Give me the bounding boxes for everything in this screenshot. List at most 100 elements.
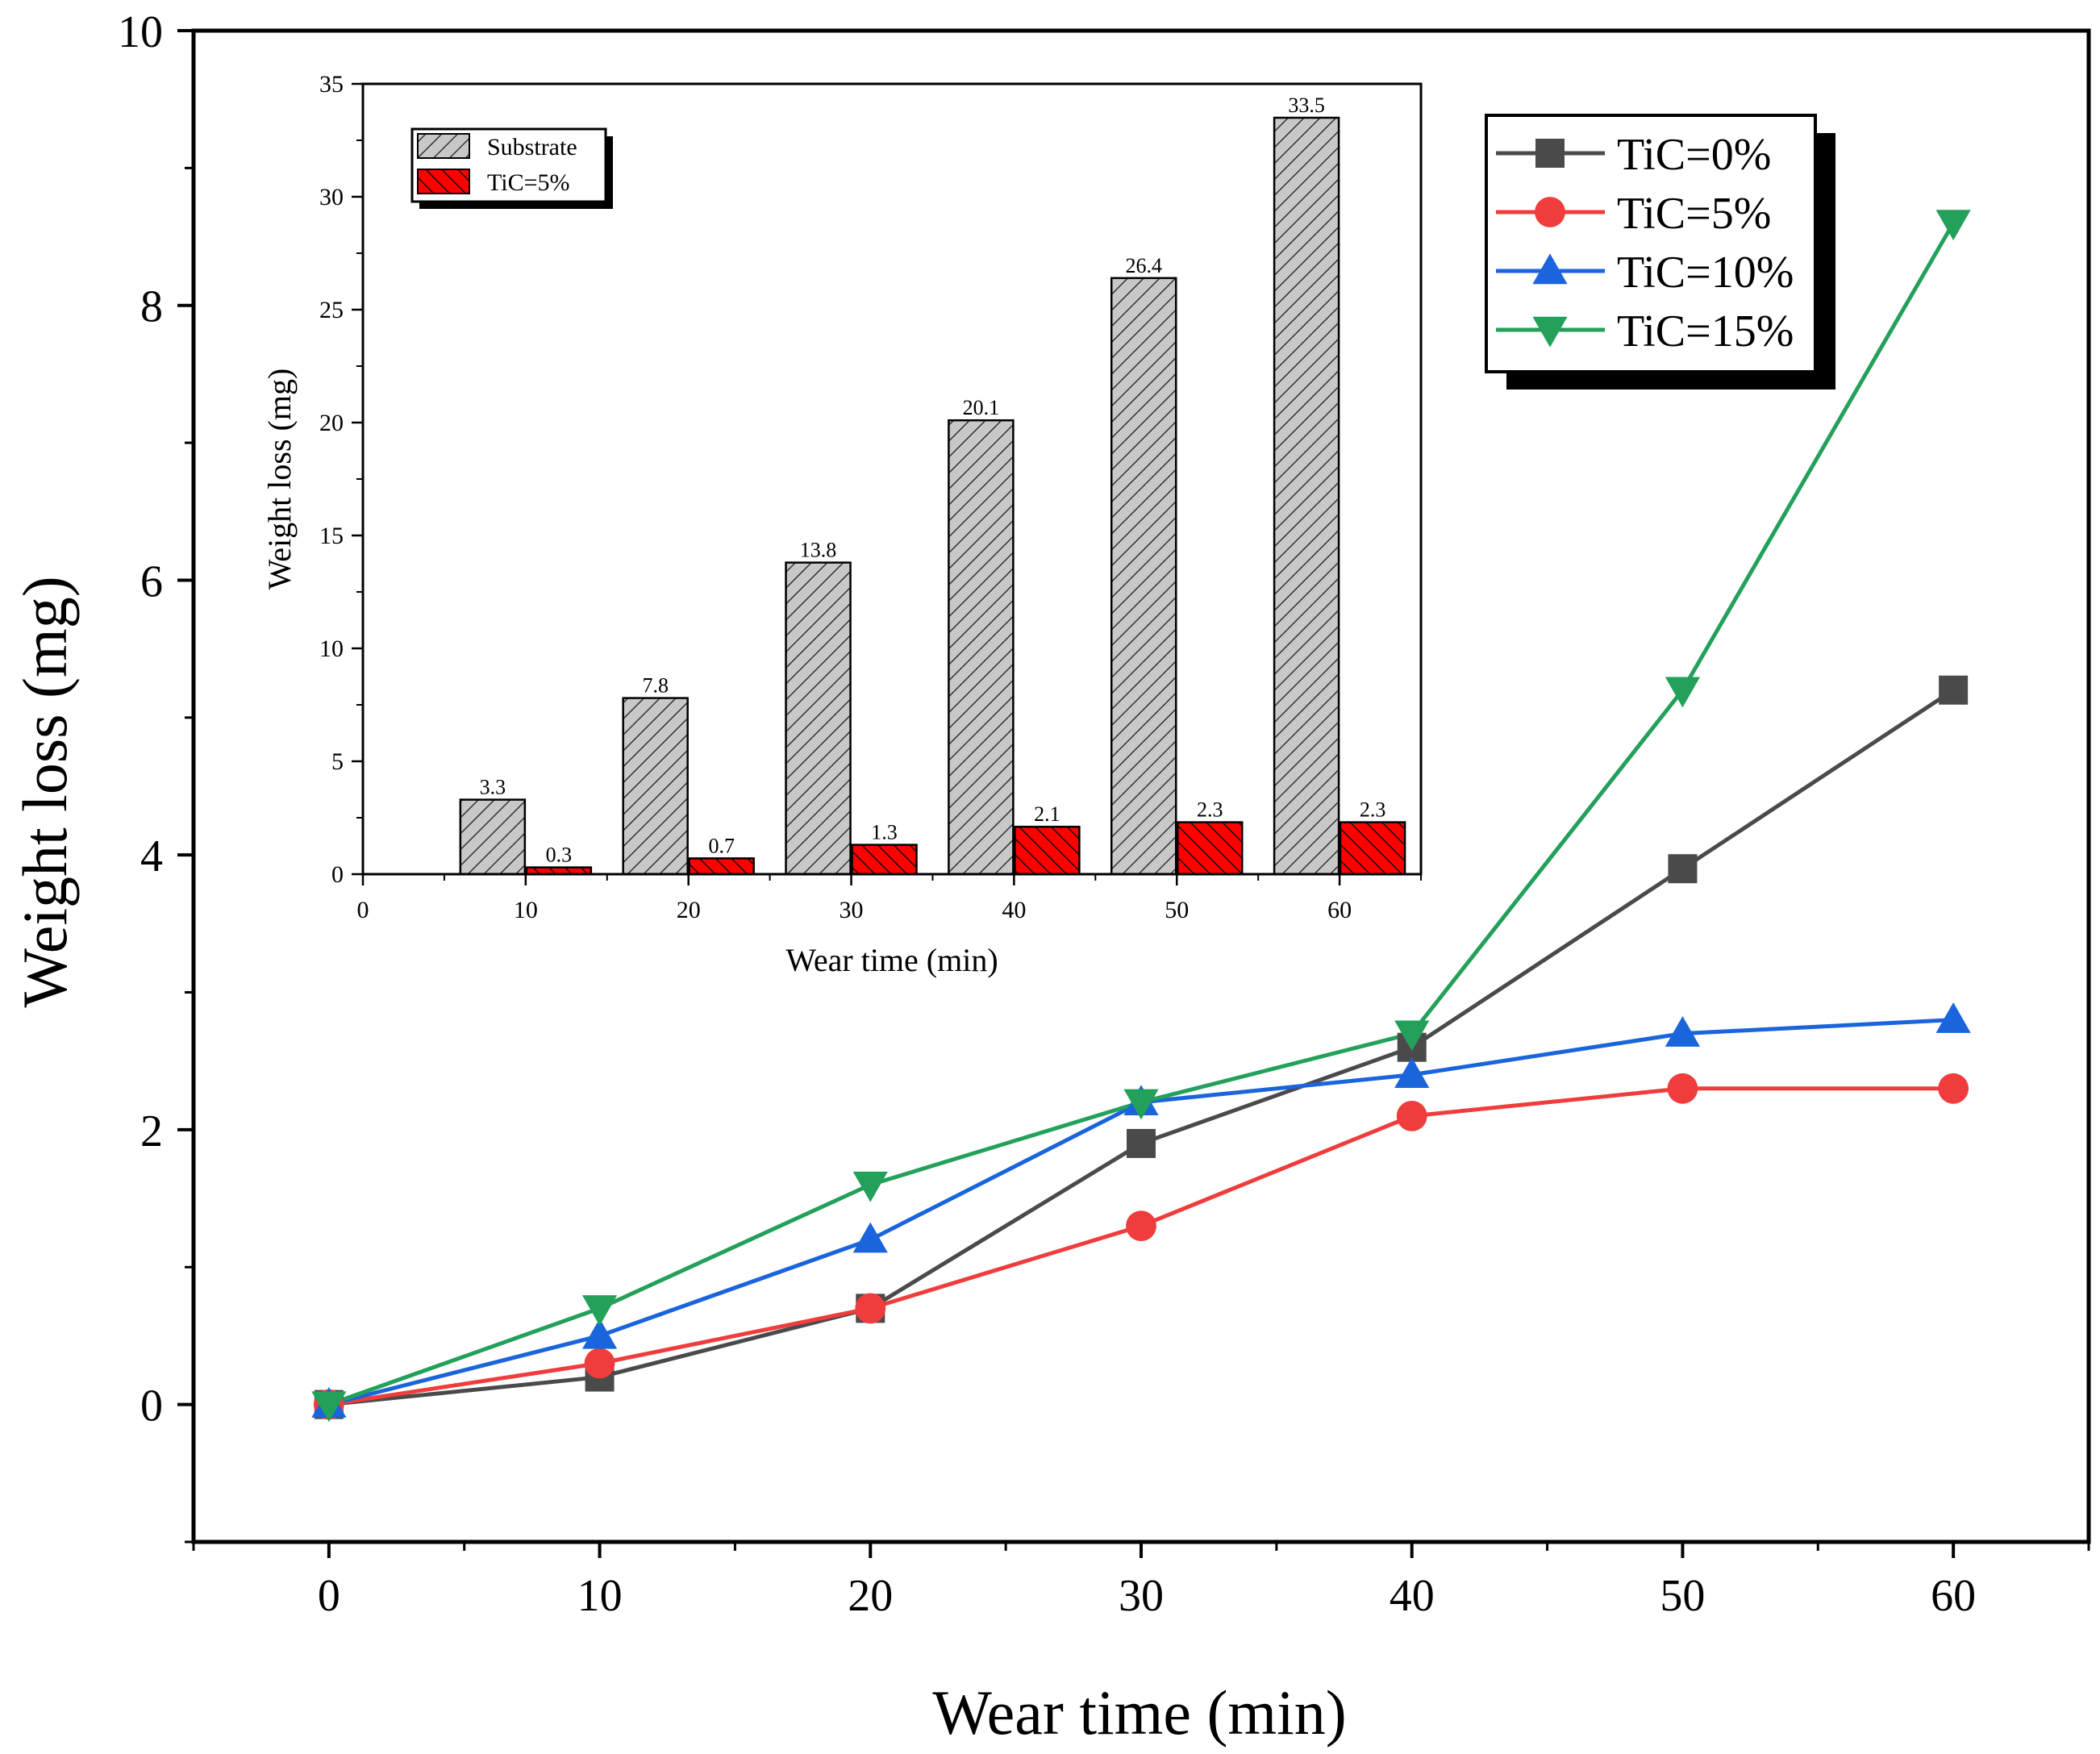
inset-x-axis-label: Wear time (min) [785,942,998,978]
inset-legend-label-tic5: TiC=5% [487,169,570,196]
main-legend-label: TiC=5% [1617,189,1771,239]
main-legend-label: TiC=0% [1617,130,1771,180]
series-point-tic-0 [1668,854,1698,884]
main-legend-marker [1532,316,1568,348]
inset-labels: Wear time (min) Weight loss (mg) [261,369,998,978]
main-x-tick-label: 50 [1660,1571,1705,1621]
inset-legend: Substrate TiC=5% [410,127,613,209]
inset-bar-label-substrate: 33.5 [1288,94,1325,117]
series-point-tic-1 [584,1348,615,1379]
series-point-tic-0 [1127,1128,1156,1158]
main-y-axis-label: Weight loss (mg) [10,576,80,1007]
inset-legend-swatch-tic5 [417,169,470,194]
main-series [311,210,1971,1423]
inset-bar-tic5 [1176,821,1244,876]
series-point-tic-1 [855,1293,886,1324]
series-point-tic-0 [1939,675,1969,705]
inset-bar-label-substrate: 7.8 [642,674,669,698]
series-point-tic-1 [1667,1073,1698,1104]
main-x-axis-label: Wear time (min) [932,1677,1347,1748]
series-point-tic-2 [1935,1002,1971,1033]
inset-x-tick-label: 0 [357,897,369,923]
main-y-tick-label: 2 [140,1106,163,1156]
series-point-tic-3 [852,1171,888,1202]
inset-bar-substrate [459,798,527,876]
main-y-tick-label: 8 [140,282,163,332]
main-x-tick-label: 40 [1390,1571,1435,1621]
main-legend: TiC=0% TiC=5% TiC=10% TiC=15% [1485,114,1835,390]
inset-legend-swatch-substrate [417,133,470,159]
inset-y-tick-label: 25 [319,297,344,323]
inset-bar-substrate [785,561,852,876]
inset-x-tick-label: 50 [1165,897,1189,923]
inset-x-tick-label: 20 [677,897,701,923]
series-point-tic-3 [1394,1020,1430,1052]
main-x-tick-label: 30 [1119,1571,1164,1621]
inset-plot: 3.3 0.3 7.8 0.7 13.8 1.3 20.1 2.1 26.4 2.3 33.5 2.3… [261,71,1423,978]
inset-legend-label-substrate: Substrate [487,134,577,160]
main-legend-marker [1532,253,1568,285]
inset-x-tick-label: 10 [514,897,538,923]
inset-bar-label-tic5: 0.7 [708,834,735,857]
main-x-tick-label: 10 [577,1571,623,1621]
inset-bar-label-tic5: 0.3 [546,844,573,867]
inset-bar-label-tic5: 1.3 [871,821,898,844]
inset-y-tick-label: 35 [319,71,344,98]
inset-y-tick-label: 10 [319,635,344,662]
inset-bar-label-substrate: 3.3 [480,776,506,799]
series-point-tic-3 [581,1295,618,1326]
inset-bars: 3.3 0.3 7.8 0.7 13.8 1.3 20.1 2.1 26.4 2.3 33.5 2.3 [459,94,1406,876]
series-point-tic-3 [1665,677,1701,708]
inset-bar-label-tic5: 2.3 [1360,798,1386,822]
inset-bar-label-substrate: 26.4 [1125,254,1162,277]
inset-axes: 0 10 20 30 40 50 60 0 5 10 15 20 25 30 35 [319,71,1423,923]
inset-bar-tic5 [1339,821,1406,876]
inset-bar-label-substrate: 13.8 [800,539,837,562]
inset-bar-substrate [948,419,1015,876]
inset-background [363,84,1421,874]
series-point-tic-2 [852,1222,888,1253]
main-legend-label: TiC=10% [1617,248,1794,298]
main-y-tick-label: 0 [140,1381,163,1431]
inset-y-tick-label: 20 [319,410,344,436]
series-point-tic-2 [1665,1016,1701,1047]
series-point-tic-2 [581,1318,618,1349]
inset-y-axis-label: Weight loss (mg) [261,369,298,590]
inset-bar-label-tic5: 2.3 [1197,798,1223,822]
main-labels: Wear time (min) Weight loss (mg) [10,576,1347,1748]
series-point-tic-3 [1935,210,1971,241]
main-x-tick-label: 60 [1931,1571,1976,1621]
main-x-tick-label: 20 [848,1571,893,1621]
main-y-tick-label: 4 [140,831,163,881]
inset-x-tick-label: 60 [1327,897,1352,923]
main-y-tick-label: 10 [118,7,163,57]
inset-bar-tic5 [851,844,918,876]
inset-y-tick-label: 5 [331,748,344,775]
series-point-tic-1 [1396,1100,1427,1131]
series-point-tic-2 [1394,1057,1430,1088]
main-x-tick-label: 0 [318,1571,340,1621]
main-legend-label: TiC=15% [1617,306,1794,356]
inset-bar-tic5 [688,857,755,876]
inset-bar-substrate [1110,277,1177,876]
inset-bar-label-tic5: 2.1 [1034,802,1060,826]
series-point-tic-1 [1126,1210,1156,1242]
main-legend-marker [1535,139,1565,168]
inset-bar-substrate [622,697,689,876]
inset-bar-label-substrate: 20.1 [963,396,1000,419]
inset-x-tick-label: 30 [840,897,864,923]
main-legend-marker [1535,197,1565,227]
main-y-tick-label: 6 [140,556,163,606]
series-point-tic-1 [1938,1073,1969,1104]
series-point-tic-3 [1123,1089,1159,1120]
inset-y-tick-label: 30 [319,184,344,210]
inset-bar-tic5 [1014,825,1081,876]
inset-x-tick-label: 40 [1002,897,1026,923]
series-point-tic-3 [311,1391,347,1423]
inset-y-tick-label: 15 [319,523,344,549]
main-legend-items: TiC=0% TiC=5% TiC=10% TiC=15% [1496,130,1794,356]
inset-y-tick-label: 0 [331,861,344,888]
